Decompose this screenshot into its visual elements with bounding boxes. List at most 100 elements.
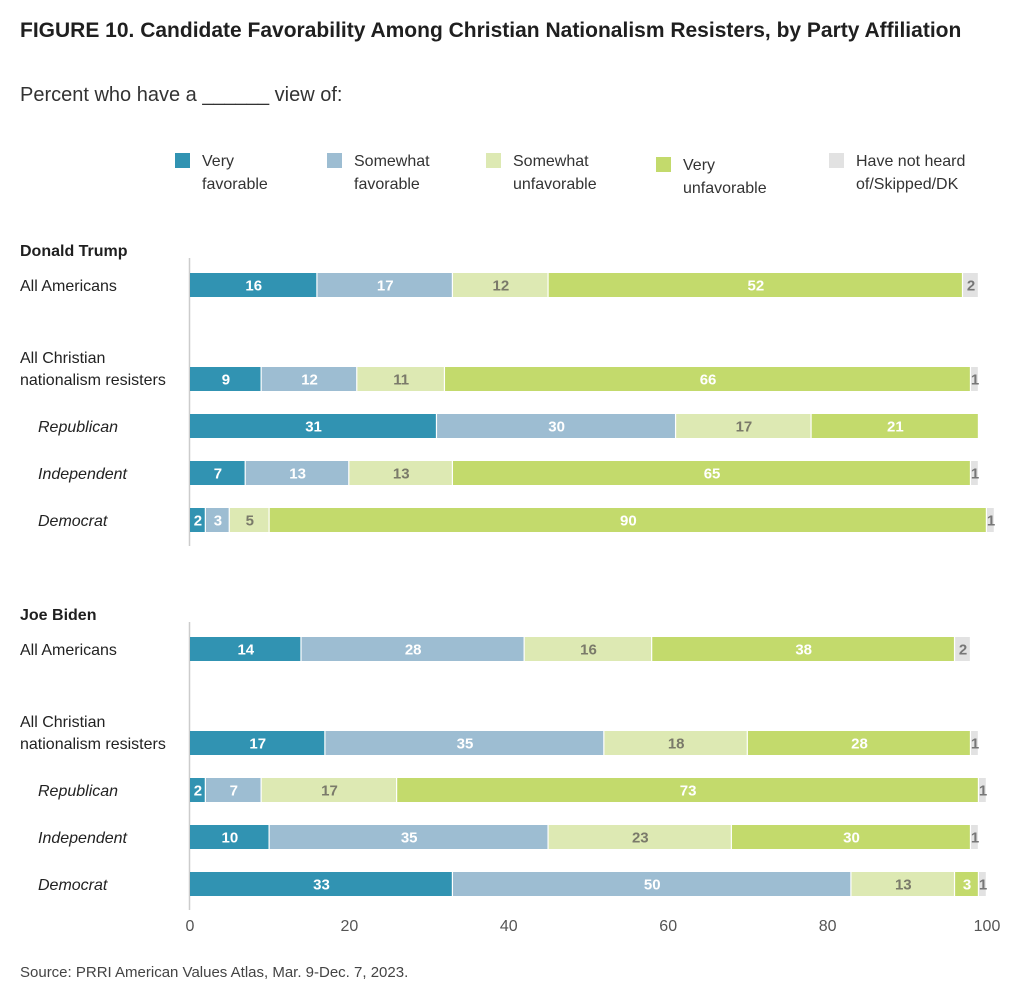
bar-segment — [652, 637, 954, 661]
bar-segment — [261, 367, 357, 391]
legend-swatch — [327, 153, 342, 168]
data-label: 3 — [963, 877, 971, 894]
bar-segment — [190, 731, 325, 755]
row-label: All Americans — [20, 642, 117, 659]
legend: Very favorable Somewhat favorable Somewh… — [0, 150, 1024, 200]
legend-label: Very favorable — [202, 153, 268, 193]
data-label: 7 — [214, 466, 222, 483]
data-label: 10 — [222, 830, 239, 847]
group-title-donald-trump: Donald Trump — [20, 243, 128, 260]
data-label: 30 — [843, 830, 860, 847]
row-label: All Christian nationalism resisters — [20, 714, 166, 753]
legend-item-not-heard: Have not heard of/Skipped/DK — [829, 150, 965, 196]
data-label: 5 — [246, 513, 254, 530]
data-label: 21 — [887, 419, 904, 436]
bar-segment — [851, 872, 954, 896]
data-label: 30 — [548, 419, 565, 436]
legend-item-somewhat-favorable: Somewhat favorable — [327, 150, 430, 196]
bar-segment — [437, 414, 675, 438]
bar-segment — [971, 367, 978, 391]
chart-title: FIGURE 10. Candidate Favorability Among … — [20, 19, 962, 42]
x-tick-label: 0 — [186, 918, 195, 935]
bar-segment — [987, 508, 994, 532]
x-tick-label: 60 — [659, 918, 677, 935]
data-label: 35 — [457, 736, 474, 753]
bar-segment — [676, 414, 811, 438]
bar-segment — [190, 508, 205, 532]
bar-segment — [604, 731, 747, 755]
row-label: Republican — [38, 783, 118, 800]
bar-segment — [349, 461, 452, 485]
data-label: 38 — [795, 642, 812, 659]
bar-segment — [548, 825, 731, 849]
bar-segment — [955, 637, 970, 661]
bar-segment — [190, 825, 269, 849]
row-label: Democrat — [38, 877, 108, 894]
row-label: Independent — [38, 466, 128, 483]
legend-swatch — [829, 153, 844, 168]
data-label: 18 — [668, 736, 685, 753]
bar-segment — [445, 367, 970, 391]
x-tick-label: 100 — [974, 918, 1001, 935]
bar-segment — [190, 872, 452, 896]
row-label: Democrat — [38, 513, 108, 530]
x-tick-label: 40 — [500, 918, 518, 935]
row-label: All Americans — [20, 278, 117, 295]
data-label: 2 — [194, 513, 202, 530]
bar-segment — [548, 273, 962, 297]
data-label: 1 — [979, 877, 987, 894]
data-label: 17 — [249, 736, 266, 753]
data-label: 2 — [959, 642, 967, 659]
legend-label: Very unfavorable — [683, 157, 767, 197]
data-label: 31 — [305, 419, 322, 436]
data-label: 73 — [680, 783, 697, 800]
bar-segment — [205, 508, 229, 532]
data-label: 16 — [580, 642, 597, 659]
data-label: 13 — [895, 877, 912, 894]
bar-segment — [325, 731, 604, 755]
data-label: 17 — [377, 278, 394, 295]
bar-segment — [453, 273, 548, 297]
bar-segment — [190, 778, 205, 802]
data-label: 2 — [194, 783, 202, 800]
data-label: 52 — [748, 278, 765, 295]
data-label: 1 — [979, 783, 987, 800]
data-label: 17 — [736, 419, 753, 436]
data-label: 9 — [222, 372, 230, 389]
legend-label: Somewhat unfavorable — [513, 153, 597, 193]
data-label: 14 — [237, 642, 254, 659]
data-label: 28 — [405, 642, 422, 659]
legend-item-very-favorable: Very favorable — [175, 150, 268, 196]
bar-segment — [261, 778, 397, 802]
data-label: 1 — [971, 372, 979, 389]
legend-item-very-unfavorable: Very unfavorable — [656, 154, 767, 200]
bar-segment — [811, 414, 978, 438]
bar-segment — [397, 778, 978, 802]
data-label: 17 — [321, 783, 338, 800]
data-label: 12 — [492, 278, 509, 295]
data-label: 66 — [700, 372, 717, 389]
data-label: 90 — [620, 513, 637, 530]
legend-swatch — [175, 153, 190, 168]
bar-segment — [453, 461, 970, 485]
data-label: 11 — [393, 372, 409, 389]
x-tick-label: 20 — [341, 918, 359, 935]
data-label: 33 — [313, 877, 330, 894]
data-label: 28 — [851, 736, 868, 753]
bar-segment — [357, 367, 444, 391]
bar-segment — [269, 508, 986, 532]
bar-segment — [979, 778, 986, 802]
data-label: 50 — [644, 877, 661, 894]
data-label: 3 — [214, 513, 222, 530]
legend-label: Have not heard of/Skipped/DK — [856, 153, 966, 193]
data-label: 13 — [393, 466, 410, 483]
row-label: All Christian nationalism resisters — [20, 350, 166, 389]
row-label: Independent — [38, 830, 128, 847]
data-label: 16 — [245, 278, 262, 295]
bar-segment — [971, 825, 978, 849]
bar-segment — [190, 414, 436, 438]
bar-segment — [979, 872, 986, 896]
legend-item-somewhat-unfavorable: Somewhat unfavorable — [486, 150, 597, 196]
bar-segment — [971, 461, 978, 485]
